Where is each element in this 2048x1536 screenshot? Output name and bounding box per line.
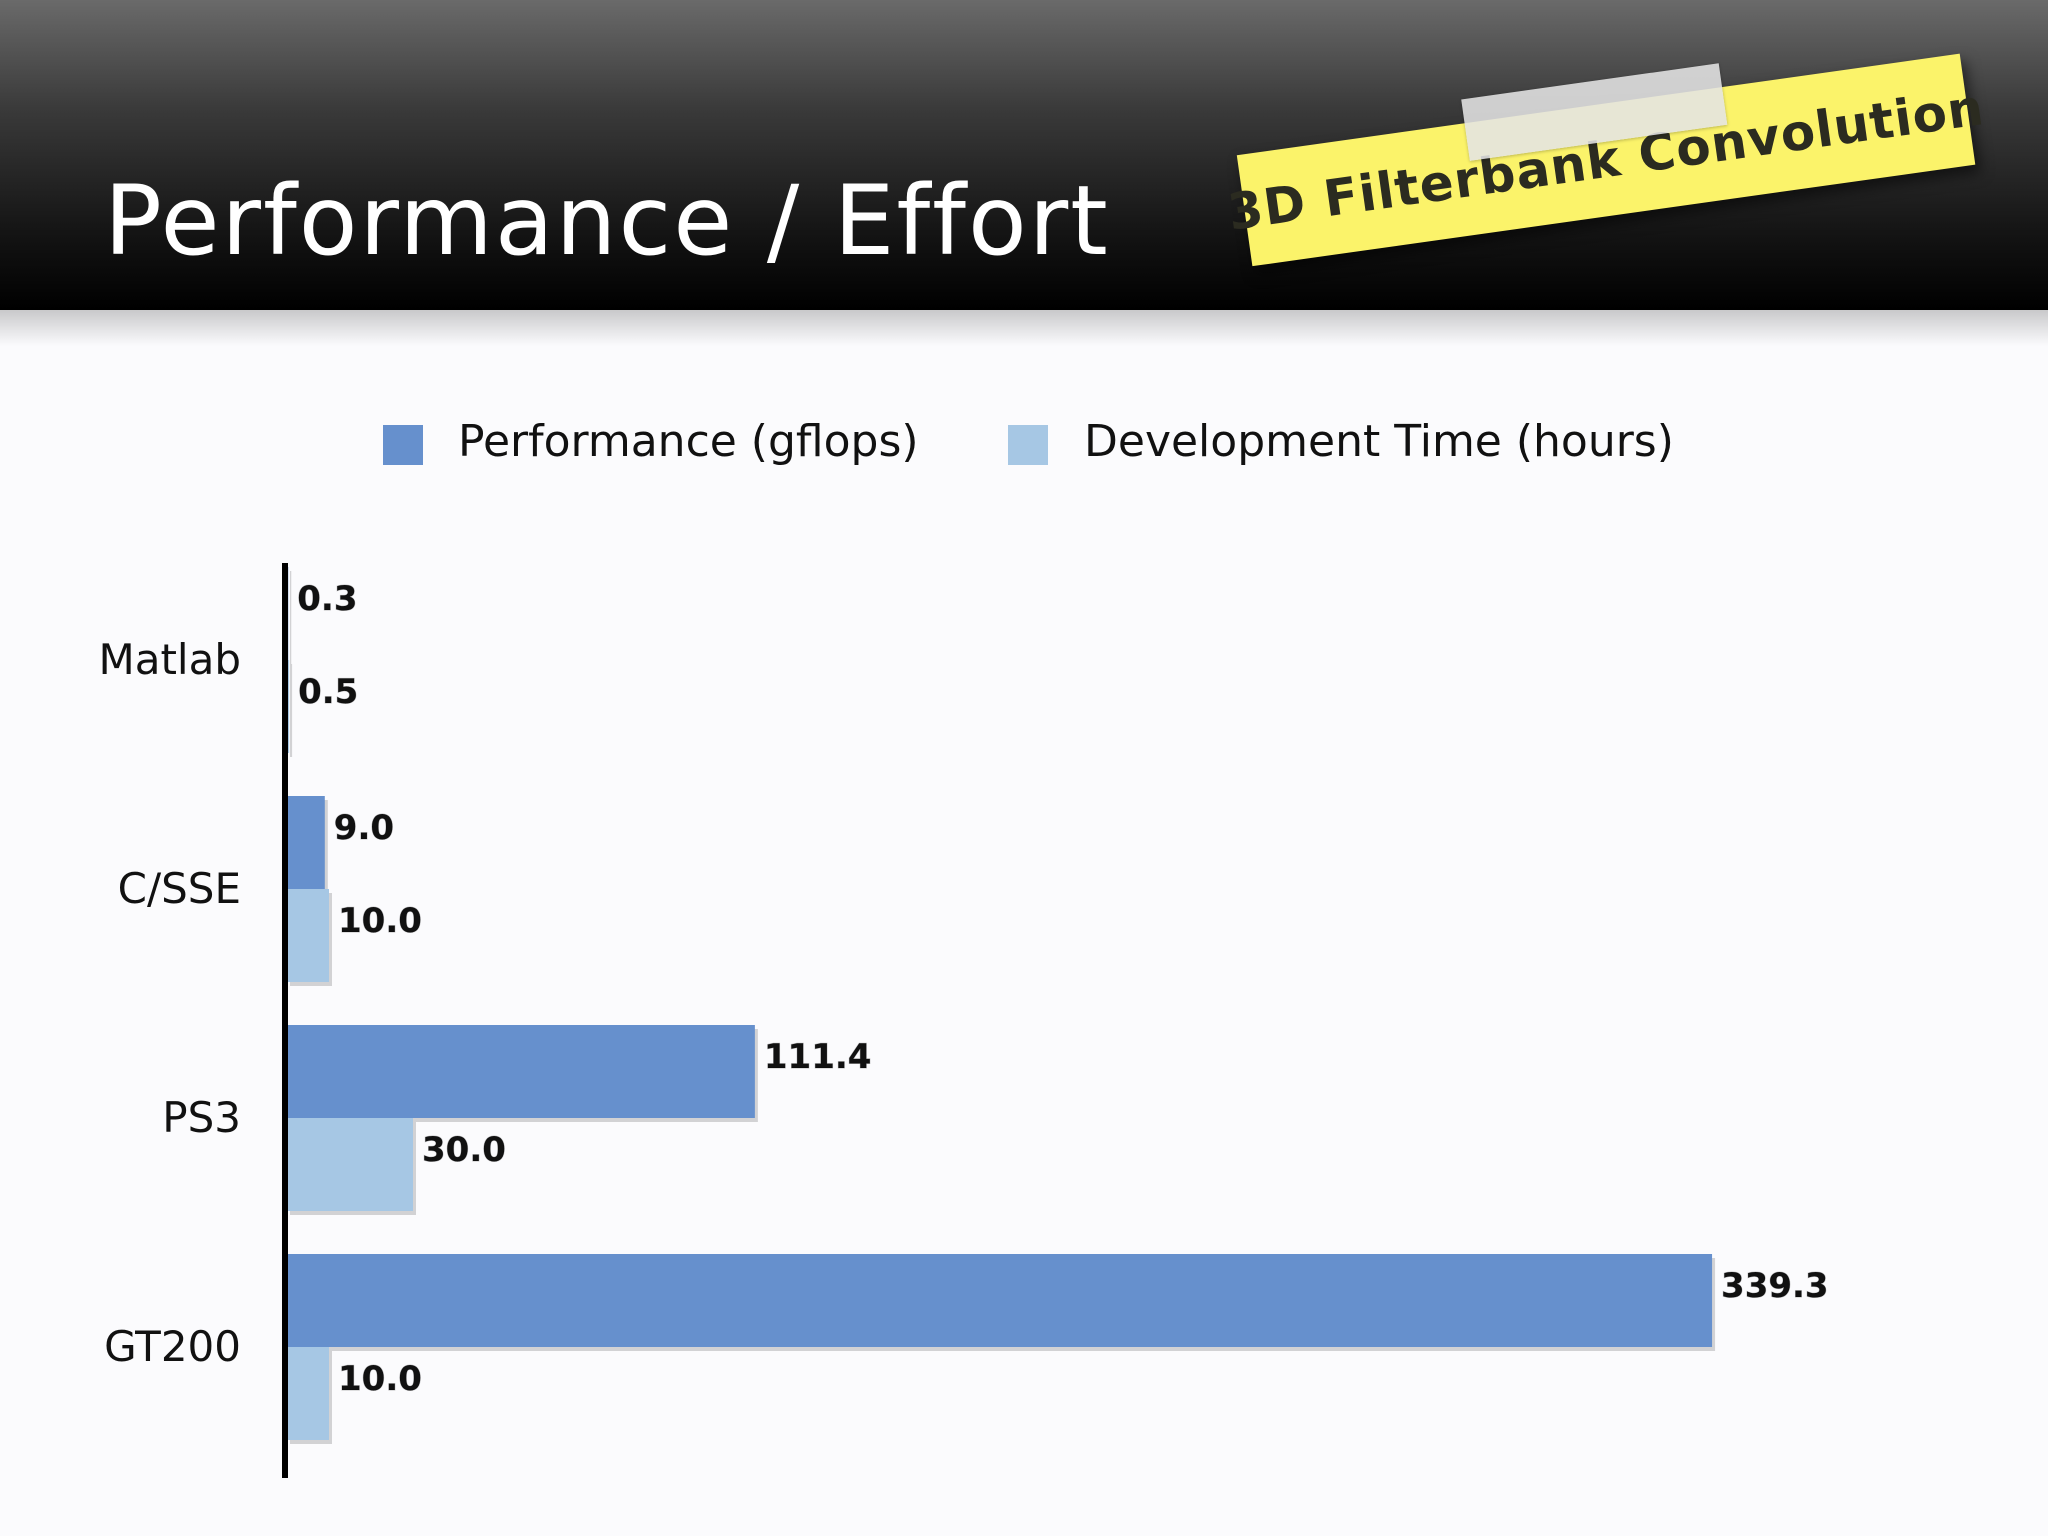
data-label-matlab-performance: 0.3	[297, 579, 357, 619]
data-label-gt200-performance: 339.3	[1721, 1266, 1829, 1306]
bar-ps3-performance	[287, 1025, 755, 1118]
data-label-c-sse-performance: 9.0	[334, 808, 394, 848]
legend-swatch-development	[1008, 425, 1048, 465]
bar-gt200-performance	[287, 1254, 1713, 1347]
header-shadow	[0, 310, 2048, 346]
legend-label-performance: Performance (gflops)	[458, 416, 919, 467]
bar-shadow	[290, 664, 293, 757]
legend-swatch-performance	[383, 425, 423, 465]
category-label-gt200: GT200	[104, 1322, 241, 1371]
data-label-gt200-development: 10.0	[338, 1359, 422, 1399]
bar-matlab-development	[287, 660, 290, 753]
category-label-ps3: PS3	[162, 1093, 241, 1142]
data-label-ps3-performance: 111.4	[764, 1037, 872, 1077]
legend-label-development: Development Time (hours)	[1084, 416, 1674, 467]
category-label-matlab: Matlab	[98, 635, 241, 684]
data-label-c-sse-development: 10.0	[338, 901, 422, 941]
bar-gt200-development	[287, 1347, 329, 1440]
slide-title: Performance / Effort	[104, 165, 1110, 277]
bar-c-sse-performance	[287, 796, 325, 889]
data-label-ps3-development: 30.0	[422, 1130, 506, 1170]
bar-shadow	[290, 571, 292, 664]
data-label-matlab-development: 0.5	[298, 672, 358, 712]
bar-ps3-development	[287, 1118, 413, 1211]
bar-c-sse-development	[287, 889, 329, 982]
category-label-c-sse: C/SSE	[118, 864, 241, 913]
